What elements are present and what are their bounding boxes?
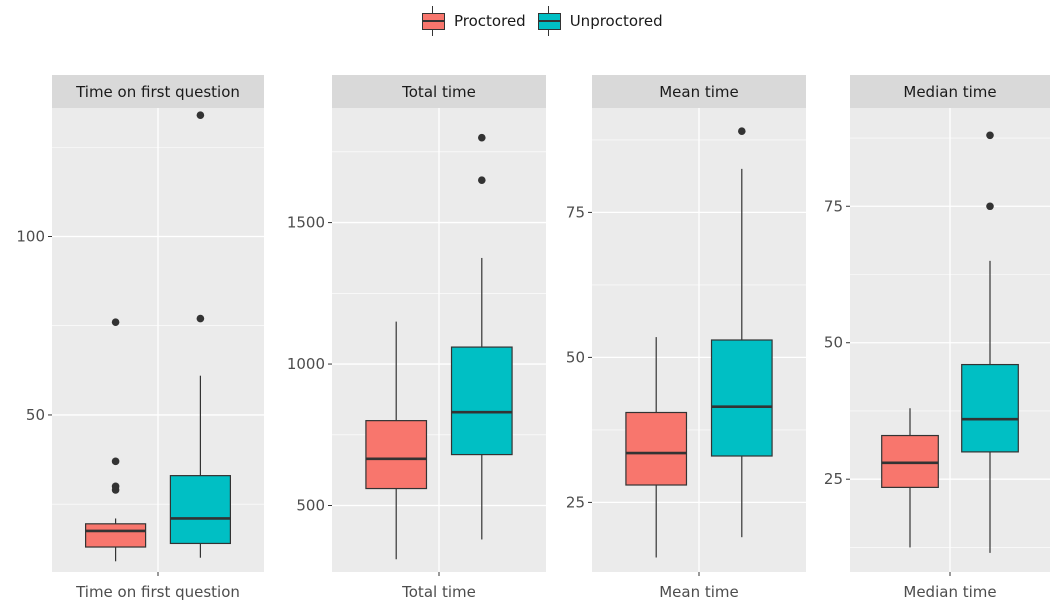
legend-item-unproctored: Unproctored <box>534 6 663 36</box>
box-proctored <box>625 337 688 558</box>
panel-2: Total time 500 1000 1500 Total time <box>287 75 546 601</box>
outlier-point <box>196 111 205 119</box>
y-tick-label: 500 <box>296 497 325 515</box>
legend-label-unproctored: Unproctored <box>569 12 663 30</box>
x-tick-label: Total time <box>401 583 476 601</box>
legend-key-unproctored <box>534 6 564 36</box>
strip-background <box>850 75 1050 108</box>
box-iqr <box>625 411 688 486</box>
y-tick-label: 25 <box>566 493 585 511</box>
box-proctored <box>85 318 147 562</box>
box-iqr <box>450 346 513 456</box>
outlier-point <box>196 314 205 323</box>
strip-title: Median time <box>903 83 996 101</box>
outlier-point <box>478 133 486 142</box>
y-tick-label: 1000 <box>287 355 325 373</box>
outlier-point <box>738 127 746 135</box>
box-unproctored <box>710 127 773 538</box>
panel-4: Median time 25 50 75 Median time <box>824 75 1050 601</box>
y-tick-label: 25 <box>824 470 843 488</box>
box-iqr <box>961 363 1019 453</box>
y-tick-label: 50 <box>824 334 843 352</box>
panel-3: Mean time 25 50 75 Mean time <box>566 75 806 601</box>
box-unproctored <box>169 111 231 558</box>
outlier-point <box>478 176 486 184</box>
box-proctored <box>881 408 939 548</box>
y-tick-label: 1500 <box>287 214 325 232</box>
strip-background <box>52 75 264 108</box>
box-iqr <box>169 475 231 545</box>
y-tick-label: 50 <box>566 348 585 366</box>
y-tick-label: 75 <box>566 203 585 221</box>
outlier-point <box>111 482 120 491</box>
legend: Proctored Unproctored <box>418 6 671 36</box>
outlier-point <box>111 457 120 466</box>
outlier-point <box>986 202 994 211</box>
box-iqr <box>881 434 939 488</box>
legend-item-proctored: Proctored <box>418 6 526 36</box>
box-iqr <box>710 339 773 457</box>
box-unproctored <box>961 131 1019 553</box>
panel-1: Time on first question 50 100 Time on first… <box>16 75 264 601</box>
outlier-point <box>111 318 120 326</box>
x-tick-label: Mean time <box>659 583 739 601</box>
strip-title: Time on first question <box>75 83 240 101</box>
box-unproctored <box>450 133 513 540</box>
box-iqr <box>365 420 428 490</box>
y-tick-label: 75 <box>824 197 843 215</box>
strip-title: Mean time <box>659 83 739 101</box>
x-tick-label: Median time <box>903 583 996 601</box>
outlier-point <box>986 131 994 140</box>
strip-background <box>332 75 546 108</box>
legend-key-proctored <box>418 6 448 36</box>
box-iqr <box>85 523 147 548</box>
strip-title: Total time <box>401 83 476 101</box>
strip-background <box>592 75 806 108</box>
legend-label-proctored: Proctored <box>454 12 526 30</box>
y-tick-label: 50 <box>26 406 45 424</box>
y-tick-label: 100 <box>16 227 45 245</box>
x-tick-label: Time on first question <box>75 583 240 601</box>
box-proctored <box>365 321 428 560</box>
